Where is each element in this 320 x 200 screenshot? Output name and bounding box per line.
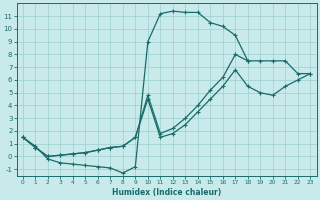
X-axis label: Humidex (Indice chaleur): Humidex (Indice chaleur): [112, 188, 221, 197]
